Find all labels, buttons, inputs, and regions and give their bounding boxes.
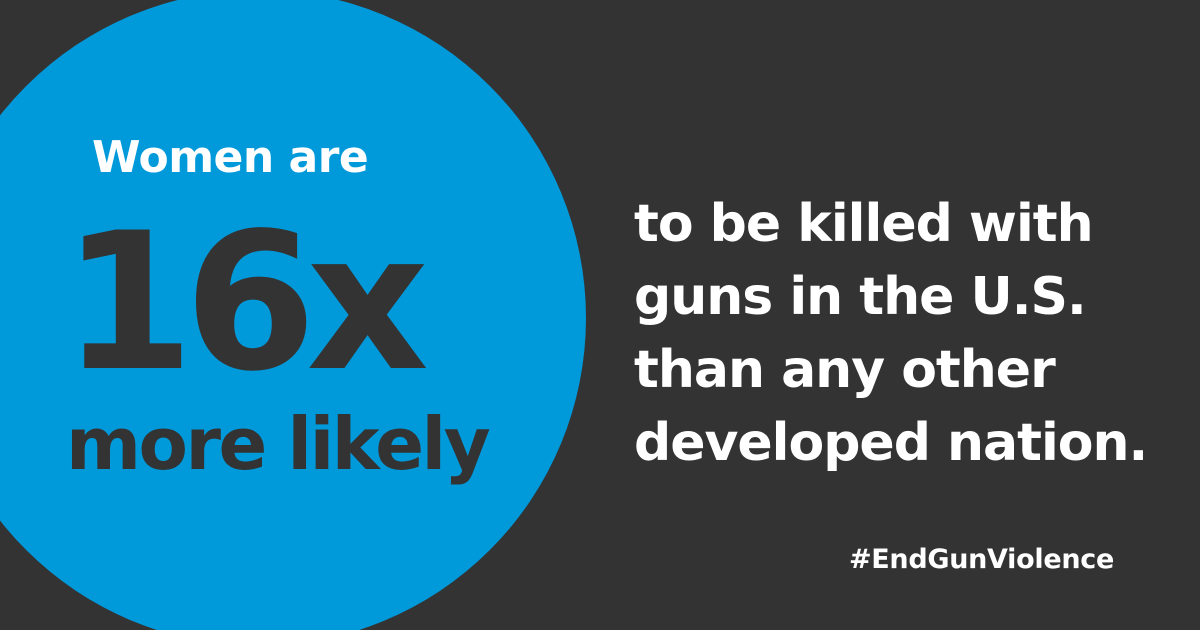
statement-line-2: guns in the U.S. [634, 267, 1087, 327]
statement-line-1: to be killed with [634, 194, 1094, 254]
lead-text: Women are [92, 132, 369, 183]
blue-circle [0, 0, 586, 630]
statement-line-3: than any other [634, 340, 1056, 400]
hashtag: #EndGunViolence [848, 544, 1114, 575]
likelihood-text: more likely [66, 402, 491, 486]
statement-line-4: developed nation. [634, 413, 1148, 473]
statement-text: to be killed with guns in the U.S. than … [634, 188, 1148, 480]
multiplier-figure: 16x [62, 192, 429, 413]
